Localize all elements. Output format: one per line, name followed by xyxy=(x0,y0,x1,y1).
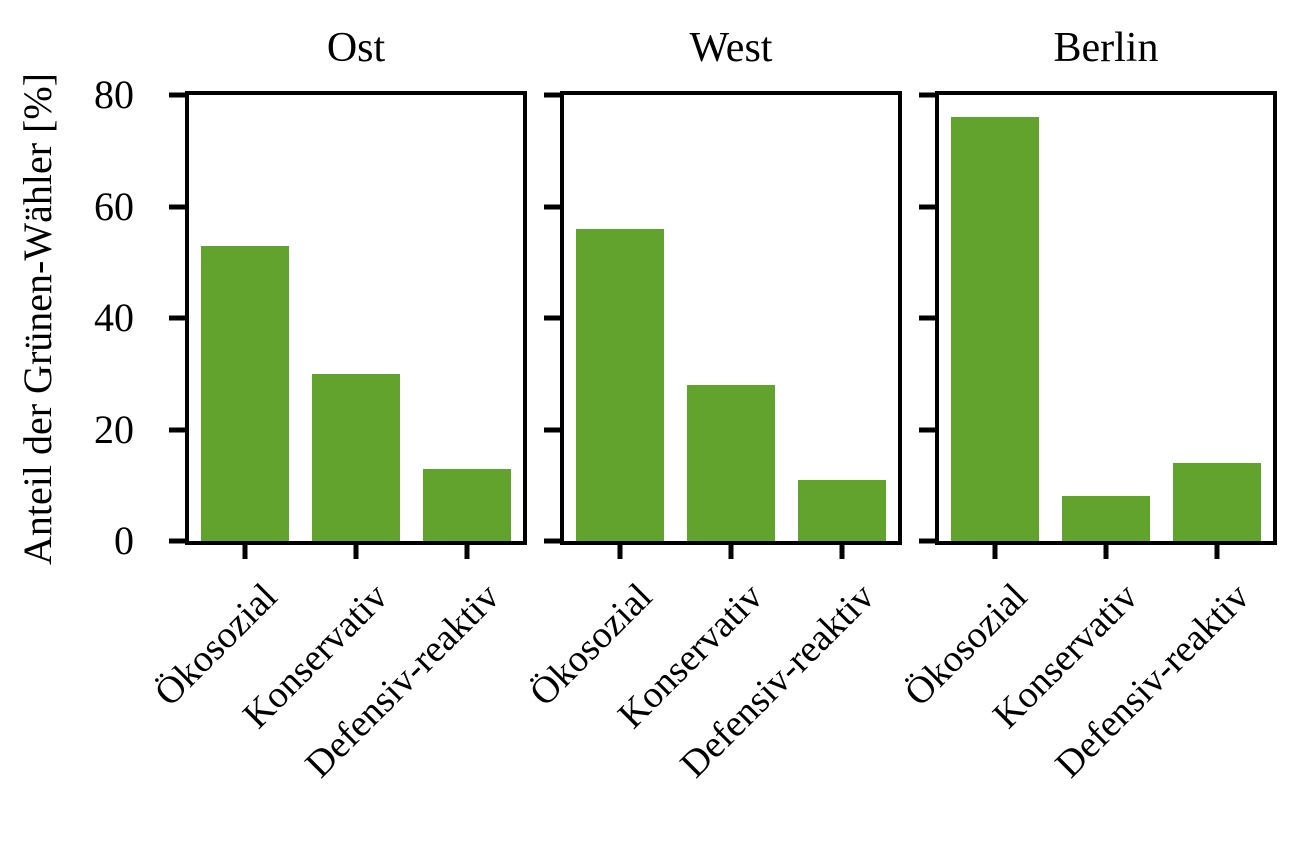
y-tick-west-40 xyxy=(544,315,560,321)
plot-area-ost xyxy=(169,91,527,545)
y-tick-label-60: 60 xyxy=(94,183,134,229)
bar-west-1 xyxy=(575,228,664,541)
bar-ost-3 xyxy=(423,468,512,541)
bar-berlin-3 xyxy=(1173,462,1262,541)
y-tick-west-60 xyxy=(544,204,560,209)
x-tick-label-ost-3: Defensiv-reaktiv xyxy=(297,575,508,786)
y-tick-label-20: 20 xyxy=(94,406,134,452)
subplot-berlin: Berlin Ökosozial Konservativ Defensiv-reak… xyxy=(896,27,1277,786)
y-tick-berlin-40 xyxy=(919,315,935,321)
x-tick-west-2 xyxy=(728,543,734,559)
x-tick-ost-1 xyxy=(242,543,248,559)
plot-area-west xyxy=(544,91,902,545)
y-tick-label-80: 80 xyxy=(94,72,134,117)
y-tick-west-80 xyxy=(544,92,560,98)
y-tick-ost-40 xyxy=(169,315,185,321)
y-tick-west-0 xyxy=(544,538,560,544)
y-tick-ost-60 xyxy=(169,204,185,209)
subplot-title-berlin: Berlin xyxy=(1053,25,1159,71)
subplot-ost: Ost Ökosozial Konservativ Defensiv-reaktiv xyxy=(146,27,527,786)
bar-berlin-1 xyxy=(950,117,1039,541)
x-tick-berlin-1 xyxy=(992,543,998,559)
y-tick-berlin-80 xyxy=(919,92,935,98)
subplot-west: West Ökosozial Konservativ Defensiv-reakti… xyxy=(521,27,902,786)
bar-west-2 xyxy=(687,384,775,541)
x-tick-berlin-3 xyxy=(1214,543,1220,559)
subplot-title-west: West xyxy=(689,25,773,71)
y-tick-berlin-20 xyxy=(919,427,935,432)
y-tick-west-20 xyxy=(544,427,560,432)
bar-west-3 xyxy=(798,479,887,541)
y-tick-ost-20 xyxy=(169,427,185,432)
y-tick-label-0: 0 xyxy=(114,518,134,563)
x-tick-west-1 xyxy=(617,543,623,559)
x-tick-west-3 xyxy=(839,543,845,559)
y-tick-berlin-60 xyxy=(919,204,935,209)
y-tick-ost-0 xyxy=(169,538,185,544)
bar-ost-2 xyxy=(312,373,400,541)
plot-area-berlin xyxy=(919,91,1277,545)
bar-ost-1 xyxy=(200,245,289,541)
y-tick-ost-80 xyxy=(169,92,185,98)
x-tick-ost-2 xyxy=(353,543,359,559)
x-tick-label-berlin-3: Defensiv-reaktiv xyxy=(1047,575,1258,786)
x-tick-berlin-2 xyxy=(1103,543,1109,559)
bar-berlin-2 xyxy=(1062,496,1150,541)
subplot-title-ost: Ost xyxy=(326,25,386,71)
x-tick-label-west-3: Defensiv-reaktiv xyxy=(672,575,883,786)
y-tick-label-40: 40 xyxy=(94,295,134,340)
y-tick-berlin-0 xyxy=(919,538,935,544)
x-tick-ost-3 xyxy=(464,543,470,559)
